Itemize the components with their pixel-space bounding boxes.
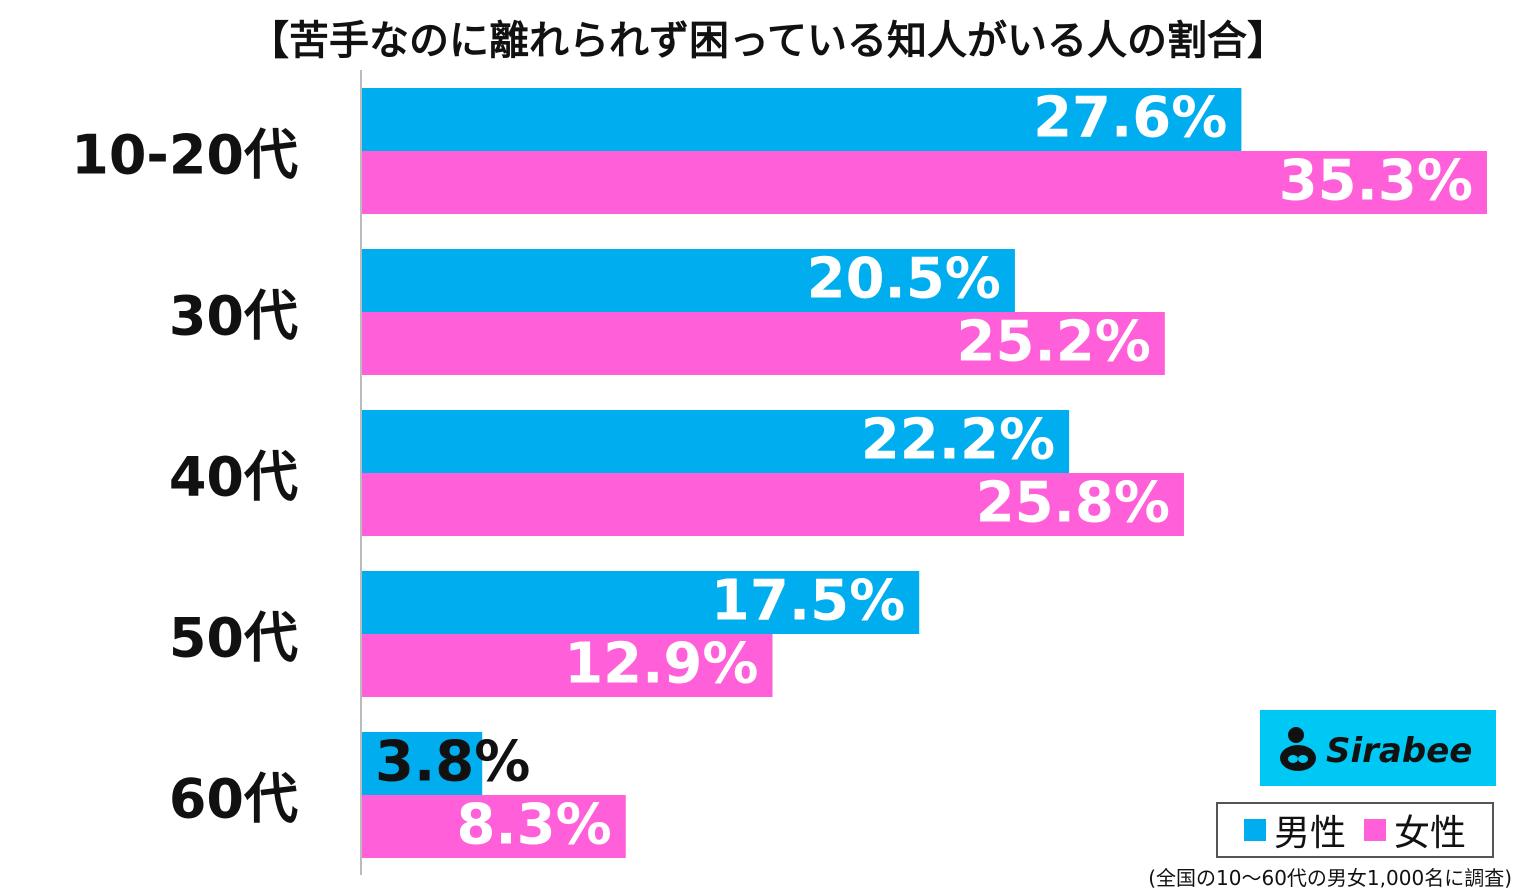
bar-male xyxy=(361,410,1070,473)
category-label: 30代 xyxy=(169,285,298,348)
category-label: 60代 xyxy=(169,768,298,831)
data-label: 35.3% xyxy=(1279,149,1473,214)
data-label: 17.5% xyxy=(711,569,905,634)
bar-female xyxy=(361,795,626,858)
data-label: 27.6% xyxy=(1033,86,1227,151)
bar-male xyxy=(361,88,1242,151)
bar-female xyxy=(361,634,773,697)
bar-female xyxy=(361,312,1165,375)
chart-title: 【苦手なのに離れられず困っている知人がいる人の割合】 xyxy=(249,18,1287,64)
bar-female xyxy=(361,473,1184,536)
data-label: 20.5% xyxy=(807,247,1001,312)
sirabee-logo-icon xyxy=(1280,727,1316,771)
bar-male xyxy=(361,249,1015,312)
data-label: 25.2% xyxy=(957,310,1151,375)
legend-swatch-female xyxy=(1364,819,1386,841)
data-label: 8.3% xyxy=(456,793,611,858)
bar-male xyxy=(361,732,483,795)
legend-label-female: 女性 xyxy=(1394,813,1467,854)
data-label: 12.9% xyxy=(564,632,758,697)
footnote: (全国の10～60代の男女1,000名に調査) xyxy=(1148,866,1512,890)
data-label: 22.2% xyxy=(861,408,1055,473)
bar-female xyxy=(361,151,1487,214)
legend-item-female: 女性 xyxy=(1364,804,1466,856)
bar-male xyxy=(361,571,920,634)
legend-item-male: 男性 xyxy=(1243,804,1346,856)
sirabee-logo: Sirabee xyxy=(1260,710,1496,786)
category-label: 10-20代 xyxy=(71,124,298,187)
legend-swatch-male xyxy=(1243,819,1266,841)
category-label: 50代 xyxy=(169,607,298,670)
logo-text: Sirabee xyxy=(1326,731,1472,771)
data-label: 25.8% xyxy=(976,471,1170,536)
legend: 男性 女性 xyxy=(1216,802,1494,858)
legend-label-male: 男性 xyxy=(1273,813,1346,854)
category-label: 40代 xyxy=(169,446,298,509)
data-label: 3.8% xyxy=(375,730,530,795)
